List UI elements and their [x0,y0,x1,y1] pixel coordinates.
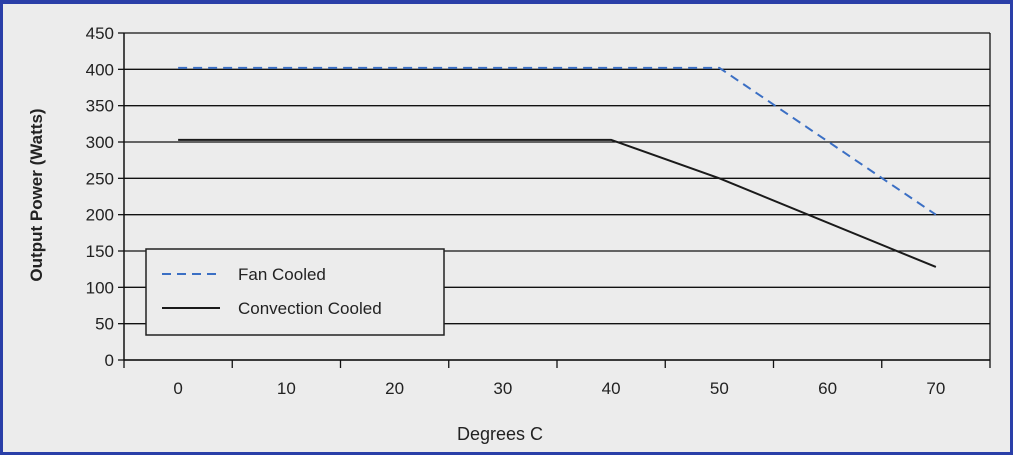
y-tick-label: 400 [86,60,114,79]
legend: Fan Cooled Convection Cooled [145,248,445,336]
x-tick-label: 20 [385,379,404,398]
x-tick-label: 70 [926,379,945,398]
y-tick-label: 50 [95,315,114,334]
x-tick-label: 50 [710,379,729,398]
y-tick-label: 350 [86,97,114,116]
series-line-convection-cooled [178,138,937,268]
bottom-border [0,452,1013,455]
y-tick-label: 150 [86,242,114,261]
axes: 0 50 100 150 200 250 300 350 400 450 0 10 20 30 40 50 60… [86,24,991,398]
y-tick-label: 100 [86,278,114,297]
x-axis-label: Degrees C [457,424,543,444]
y-tick-label: 450 [86,24,114,43]
x-tick-label: 60 [818,379,837,398]
x-tick-label: 10 [277,379,296,398]
y-tick-label: 0 [105,351,114,370]
x-tick-label: 0 [173,379,182,398]
x-tick-label: 30 [493,379,512,398]
legend-box [145,248,445,336]
y-tick-label: 200 [86,206,114,225]
left-border [0,0,3,455]
y-tick-label: 250 [86,169,114,188]
legend-label-convection-cooled: Convection Cooled [238,299,382,318]
top-border [0,0,1013,4]
legend-label-fan-cooled: Fan Cooled [238,265,326,284]
y-tick-label: 300 [86,133,114,152]
y-axis-label: Output Power (Watts) [27,108,46,281]
x-tick-label: 40 [602,379,621,398]
right-border [1010,0,1013,455]
series-lines [178,66,937,268]
series-line-fan-cooled [178,66,937,216]
